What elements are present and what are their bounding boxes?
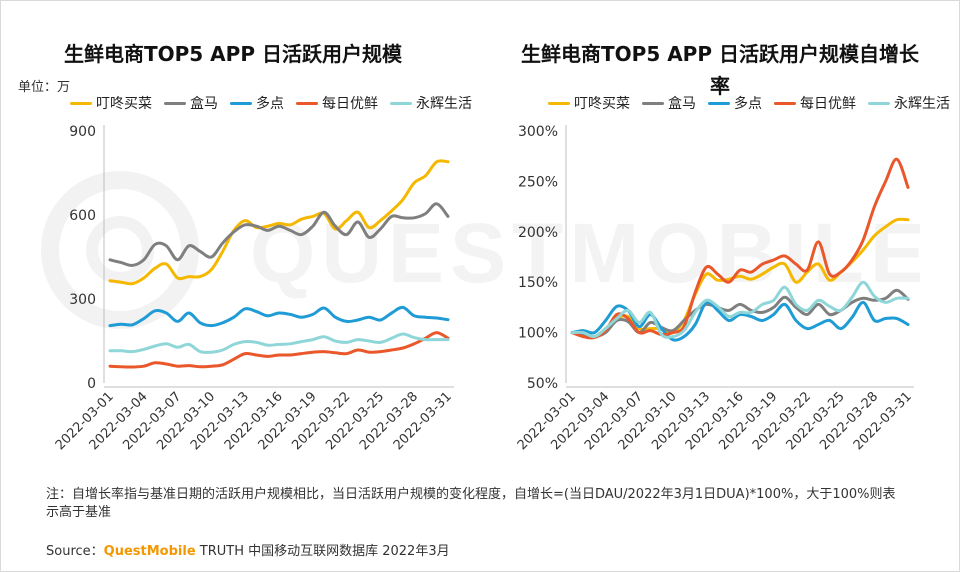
legend-swatch — [296, 101, 318, 105]
footnote: 注：自增长率指与基准日期的活跃用户规模相比，当日活跃用户规模的变化程度，自增长=… — [46, 487, 896, 520]
legend-label: 盒马 — [190, 96, 218, 112]
y-tick-label-0: 0 — [87, 376, 96, 392]
legend-right: 叮咚买菜 盒马 多点 每日优鲜 永辉生活 — [548, 93, 950, 113]
legend-item-0: 叮咚买菜 — [70, 93, 152, 113]
source-brand: QuestMobile — [103, 544, 196, 559]
legend-swatch — [70, 101, 92, 105]
y-tick-label-1: 300 — [69, 292, 96, 308]
legend-label: 每日优鲜 — [322, 96, 378, 112]
legend-label: 盒马 — [668, 96, 696, 112]
legend-swatch — [642, 101, 664, 105]
legend-item-3: 每日优鲜 — [296, 93, 378, 113]
y-tick-label-4: 250% — [518, 174, 558, 190]
legend-item-0: 叮咚买菜 — [548, 93, 630, 113]
legend-swatch — [868, 101, 890, 105]
legend-label: 叮咚买菜 — [574, 96, 630, 112]
series-line-1 — [570, 288, 910, 339]
source-prefix: Source： — [46, 544, 104, 559]
legend-swatch — [548, 101, 570, 105]
legend-item-2: 多点 — [230, 93, 284, 113]
y-tick-label-3: 200% — [518, 225, 558, 241]
unit-label: 单位：万 — [18, 80, 71, 95]
legend-swatch — [774, 101, 796, 105]
series-line-3 — [570, 157, 910, 340]
series-line-1 — [108, 202, 450, 267]
legend-swatch — [230, 101, 252, 105]
legend-item-4: 永辉生活 — [868, 93, 950, 113]
y-tick-label-3: 900 — [69, 124, 96, 140]
legend-label: 叮咚买菜 — [96, 96, 152, 112]
series-line-0 — [108, 159, 450, 286]
legend-label: 多点 — [256, 96, 284, 112]
series-line-4 — [570, 280, 910, 339]
y-tick-label-1: 100% — [518, 326, 558, 342]
legend-swatch — [164, 101, 186, 105]
y-tick-label-2: 600 — [69, 208, 96, 224]
legend-label: 永辉生活 — [416, 96, 472, 112]
y-tick-label-5: 300% — [518, 124, 558, 140]
y-tick-label-0: 50% — [527, 376, 558, 392]
chart-title-right: 生鲜电商TOP5 APP 日活跃用户规模自增长率 — [521, 42, 919, 98]
legend-label: 多点 — [734, 96, 762, 112]
legend-left: 叮咚买菜 盒马 多点 每日优鲜 永辉生活 — [70, 93, 472, 113]
source-suffix: TRUTH 中国移动互联网数据库 2022年3月 — [195, 544, 450, 559]
source-line: Source：QuestMobile TRUTH 中国移动互联网数据库 2022… — [46, 540, 450, 559]
legend-item-2: 多点 — [708, 93, 762, 113]
series-line-3 — [108, 331, 450, 369]
series-line-2 — [108, 305, 450, 328]
legend-swatch — [390, 101, 412, 105]
legend-item-3: 每日优鲜 — [774, 93, 856, 113]
legend-item-4: 永辉生活 — [390, 93, 472, 113]
series-line-4 — [108, 332, 450, 354]
legend-item-1: 盒马 — [164, 93, 218, 113]
legend-label: 永辉生活 — [894, 96, 950, 112]
legend-label: 每日优鲜 — [800, 96, 856, 112]
y-tick-label-2: 150% — [518, 275, 558, 291]
legend-item-1: 盒马 — [642, 93, 696, 113]
chart-title-left: 生鲜电商TOP5 APP 日活跃用户规模 — [64, 42, 402, 66]
legend-swatch — [708, 101, 730, 105]
